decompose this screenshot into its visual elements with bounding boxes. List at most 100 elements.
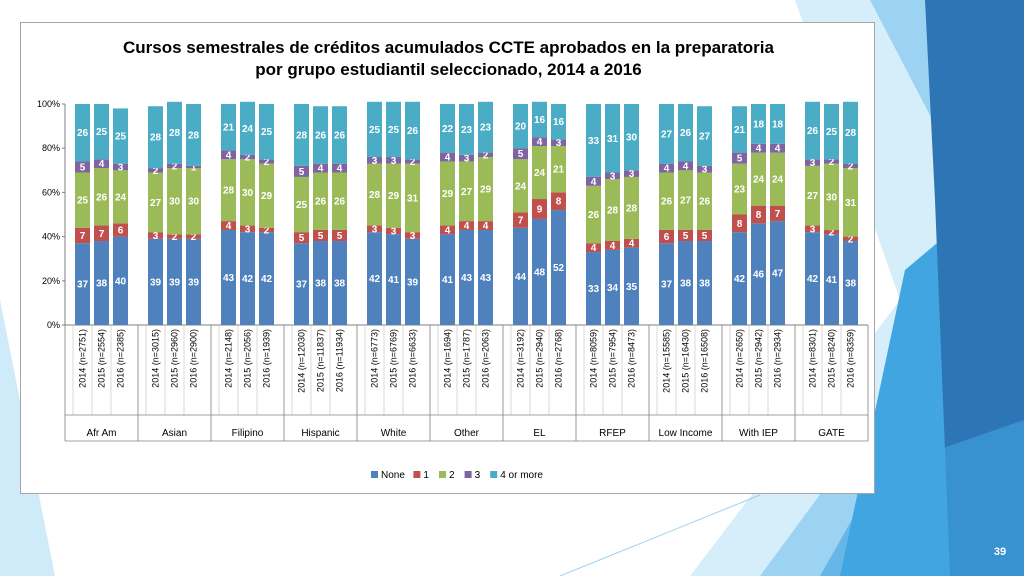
data-label: 6 — [118, 225, 124, 236]
bar-segment — [605, 179, 620, 242]
bar-segment — [186, 234, 201, 239]
data-label: 18 — [772, 119, 784, 130]
chart-title-line-2: por grupo estudiantil seleccionado, 2014… — [255, 60, 642, 79]
data-label: 41 — [826, 275, 838, 286]
data-label: 38 — [96, 279, 108, 290]
data-label: 24 — [772, 175, 784, 186]
data-label: 35 — [626, 282, 638, 293]
bar-segment — [770, 152, 785, 206]
data-label: 25 — [96, 127, 108, 138]
data-label: 28 — [150, 133, 162, 144]
data-label: 41 — [442, 275, 454, 286]
data-label: 4 — [337, 164, 343, 175]
bar-segment — [405, 163, 420, 233]
bar-segment — [770, 104, 785, 144]
bar-segment — [367, 225, 382, 233]
bar-segment — [405, 232, 420, 239]
data-label: 3 — [810, 158, 816, 169]
bar-segment — [405, 238, 420, 325]
decor-line — [559, 494, 761, 576]
data-label: 21 — [223, 123, 235, 134]
data-label: 4 — [591, 177, 597, 188]
data-label: 3 — [556, 138, 562, 149]
bar-segment — [478, 101, 493, 153]
x-category-label: 2014 (n=8301) — [808, 329, 818, 388]
bar-segment — [843, 163, 858, 169]
bar-segment — [659, 229, 674, 244]
data-label: 8 — [556, 197, 562, 208]
bar-segment — [751, 143, 766, 153]
data-label: 9 — [537, 204, 543, 215]
x-category-label: 2014 (n=3192) — [516, 329, 526, 388]
x-group-label: With IEP — [739, 428, 778, 439]
data-label: 25 — [115, 132, 127, 143]
data-label: 27 — [661, 129, 673, 140]
data-label: 4 — [629, 239, 635, 250]
x-category-label: 2015 (n=11837) — [316, 329, 326, 392]
data-label: 2 — [829, 228, 835, 239]
data-label: 2 — [829, 157, 835, 168]
data-label: 3 — [118, 162, 124, 173]
x-group-label: Filipino — [232, 428, 264, 439]
data-label: 18 — [753, 119, 765, 130]
bar-segment — [240, 101, 255, 155]
bar-segment — [697, 106, 712, 166]
data-label: 2 — [410, 157, 416, 168]
data-label: 22 — [442, 124, 454, 135]
x-category-label: 2014 (n=1694) — [443, 329, 453, 388]
data-label: 42 — [807, 274, 819, 285]
data-label: 5 — [299, 233, 305, 244]
data-label: 42 — [734, 274, 746, 285]
data-label: 4 — [318, 164, 324, 175]
data-label: 25 — [77, 196, 89, 207]
bar-segment — [148, 232, 163, 239]
bar-segment — [94, 168, 109, 226]
bar-segment — [770, 221, 785, 325]
bar-segment — [532, 101, 547, 138]
bar-segment — [678, 104, 693, 162]
bar-segment — [113, 108, 128, 164]
bar-segment — [551, 145, 566, 193]
data-label: 4 — [610, 241, 616, 252]
data-label: 44 — [515, 272, 527, 283]
bar-segment — [386, 163, 401, 228]
bar-segment — [386, 227, 401, 235]
data-label: 41 — [388, 275, 400, 286]
x-category-label: 2015 (n=8240) — [827, 329, 837, 388]
bar-segment — [94, 225, 109, 242]
data-label: 28 — [369, 190, 381, 201]
bar-segment — [624, 104, 639, 171]
data-label: 2 — [848, 234, 854, 245]
x-group-label: White — [381, 428, 407, 439]
x-group-label: Asian — [162, 428, 187, 439]
bar-segment — [605, 249, 620, 325]
data-label: 4 — [464, 221, 470, 232]
chart-title-line-1: Cursos semestrales de créditos acumulado… — [123, 38, 774, 57]
chart-title: Cursos semestrales de créditos acumulado… — [21, 37, 876, 81]
bar-segment — [367, 157, 382, 164]
x-category-label: 2014 (n=2751) — [78, 329, 88, 388]
bar-segment — [440, 161, 455, 226]
data-label: 23 — [461, 125, 473, 136]
bar-segment — [697, 172, 712, 230]
bar-segment — [221, 221, 236, 230]
data-label: 26 — [588, 210, 600, 221]
bar-segment — [586, 185, 601, 244]
bar-segment — [386, 157, 401, 164]
data-label: 28 — [296, 130, 308, 141]
data-label: 3 — [410, 231, 416, 242]
x-category-label: 2015 (n=6769) — [389, 329, 399, 388]
data-label: 27 — [699, 132, 711, 143]
bar-segment — [259, 232, 274, 325]
x-group-label: Other — [454, 428, 480, 439]
bar-segment — [478, 221, 493, 230]
data-label: 31 — [607, 134, 619, 145]
data-label: 28 — [626, 203, 638, 214]
legend-swatch — [413, 471, 421, 478]
bar-segment — [186, 168, 201, 235]
data-label: 28 — [845, 128, 857, 139]
bar-segment — [221, 104, 236, 151]
data-label: 38 — [680, 279, 692, 290]
bar-segment — [332, 172, 347, 230]
data-label: 8 — [737, 219, 743, 230]
